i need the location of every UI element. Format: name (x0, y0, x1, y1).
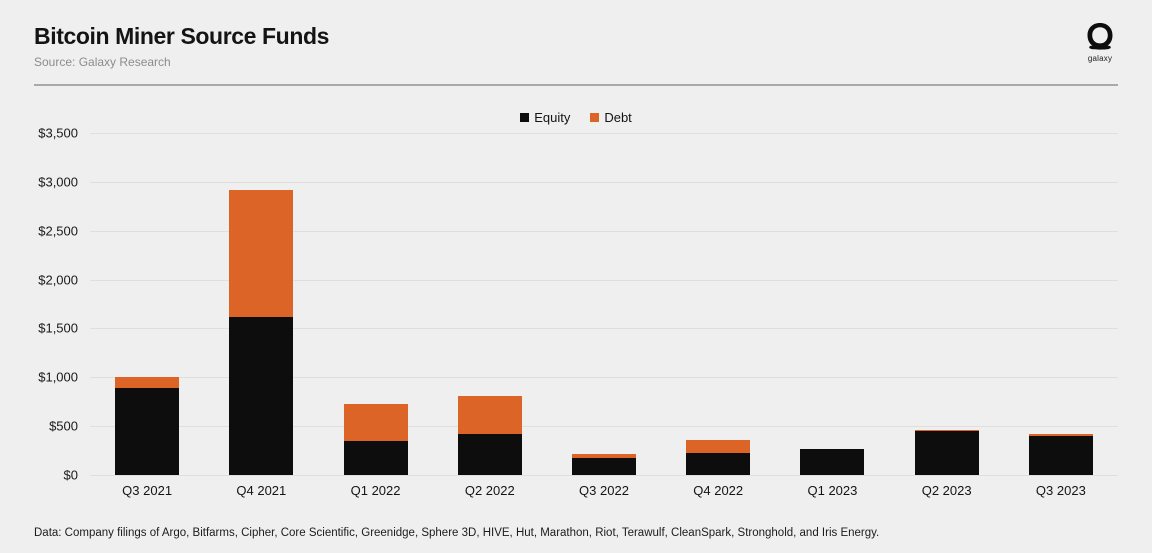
galaxy-helmet-icon (1082, 22, 1118, 52)
gridline (90, 426, 1118, 428)
bar-segment-equity (1028, 435, 1093, 475)
stacked-bar (571, 453, 636, 475)
bar-segment-debt (115, 377, 180, 389)
y-tick-label: $1,000 (38, 369, 78, 385)
bar-column-q4-2022 (661, 133, 775, 475)
plot-area: $0 $500 $1,000 $1,500 $2,000 $2,500 $3,000 $3,5… (38, 126, 1118, 483)
bar-segment-debt (457, 396, 522, 434)
stacked-bar (800, 449, 865, 475)
x-tick-label: Q4 2022 (693, 483, 744, 498)
x-tick-label: Q1 2022 (350, 483, 401, 498)
stacked-bar (343, 404, 408, 475)
bar-segment-equity (571, 458, 636, 475)
source-subtitle: Source: Galaxy Research (34, 55, 171, 69)
x-tick-label: Q3 2021 (122, 483, 173, 498)
gridline (90, 133, 1118, 134)
header: Bitcoin Miner Source Funds Source: Galax… (0, 0, 1152, 69)
legend-swatch-debt (590, 113, 600, 122)
gridline (90, 328, 1118, 330)
bar-column-q3-2022 (547, 133, 661, 475)
data-note: Data: Company filings of Argo, Bitfarms,… (34, 527, 880, 539)
header-divider (34, 84, 1118, 86)
bar-segment-debt (686, 440, 751, 453)
y-tick-label: $3,500 (38, 125, 78, 141)
bar-column-q1-2022 (318, 133, 432, 475)
galaxy-logo-label: galaxy (1087, 54, 1113, 63)
legend-item-debt: Debt (590, 110, 632, 125)
bar-segment-equity (686, 452, 751, 475)
bar-segment-equity (800, 449, 865, 475)
legend-label: Equity (534, 110, 571, 125)
chart-legend: Equity Debt (0, 110, 1152, 125)
page-title: Bitcoin Miner Source Funds (34, 23, 330, 49)
bar-column-q1-2023 (775, 133, 889, 475)
bar-segment-equity (914, 431, 979, 475)
galaxy-logo: galaxy (1082, 22, 1118, 63)
x-tick-label: Q2 2023 (921, 483, 972, 498)
gridline (90, 377, 1118, 379)
stacked-bar (115, 377, 180, 475)
bar-segment-debt (1028, 434, 1093, 436)
bar-column-q2-2022 (433, 133, 547, 475)
y-tick-label: $500 (49, 418, 78, 434)
bar-series (90, 133, 1118, 475)
y-tick-label: $0 (63, 467, 78, 483)
legend-swatch-equity (520, 113, 530, 122)
y-tick-label: $3,000 (38, 174, 78, 190)
x-tick-label: Q4 2021 (236, 483, 287, 498)
stacked-bar (914, 429, 979, 475)
bar-column-q2-2023 (890, 133, 1004, 475)
bar-column-q3-2023 (1004, 133, 1118, 475)
stacked-bar (457, 396, 522, 475)
bar-segment-debt (571, 453, 636, 459)
stacked-bar (1028, 434, 1093, 475)
x-tick-label: Q2 2022 (464, 483, 515, 498)
y-tick-label: $1,500 (38, 320, 78, 336)
x-tick-label: Q3 2023 (1035, 483, 1086, 498)
bar-segment-equity (229, 317, 294, 475)
bar-segment-debt (914, 429, 979, 432)
bar-column-q3-2021 (90, 133, 204, 475)
gridline (90, 181, 1118, 183)
gridline (90, 279, 1118, 281)
bar-segment-equity (343, 440, 408, 475)
bar-segment-equity (457, 433, 522, 475)
bar-segment-debt (229, 190, 294, 318)
x-tick-label: Q3 2022 (579, 483, 629, 498)
gridline (90, 475, 1118, 476)
bar-segment-equity (115, 388, 180, 475)
legend-item-equity: Equity (520, 110, 570, 125)
x-tick-label: Q1 2023 (807, 483, 858, 498)
bar-column-q4-2021 (204, 133, 318, 475)
stacked-bar (686, 440, 751, 475)
gridline (90, 230, 1118, 232)
x-axis-labels: Q3 2021 Q4 2021 Q1 2022 Q2 2022 Q3 2022 Q4 20… (90, 475, 1118, 498)
y-tick-label: $2,000 (38, 272, 78, 288)
bar-segment-debt (343, 404, 408, 441)
legend-label: Debt (604, 110, 632, 125)
stacked-bar (229, 190, 294, 475)
y-tick-label: $2,500 (38, 223, 78, 239)
